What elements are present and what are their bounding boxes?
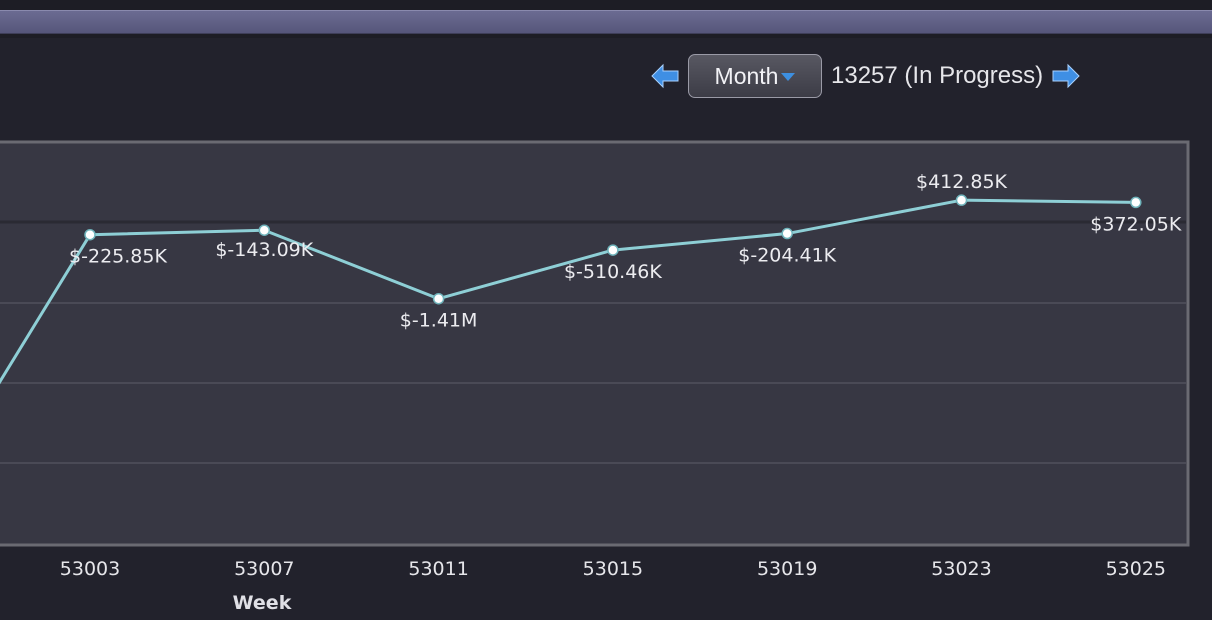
data-point[interactable] <box>955 194 968 206</box>
data-label: $412.85K <box>916 171 1008 193</box>
chart-marks: $-225.85K $-143.09K $-1.41M $-510.46K $-204.… <box>69 171 1182 332</box>
x-tick-label: 53015 <box>583 558 643 580</box>
series-line <box>0 198 1136 385</box>
chevron-down-icon <box>781 73 796 81</box>
data-label: $-510.46K <box>564 261 662 283</box>
period-navigator: Month 13257 (In Progress) <box>648 52 1083 100</box>
grid <box>0 220 1186 464</box>
data-point[interactable] <box>607 244 619 256</box>
arrow-right-icon[interactable] <box>1049 59 1083 93</box>
plot-area <box>0 140 1190 547</box>
data-label: $-204.41K <box>738 245 836 267</box>
x-axis-ticks: 53003 53007 53011 53015 53019 53023 53025 <box>60 558 1166 580</box>
data-label: $-143.09K <box>215 239 313 261</box>
x-tick-label: 53023 <box>931 558 991 580</box>
x-tick-label: 53003 <box>60 558 120 580</box>
data-point[interactable] <box>258 224 271 236</box>
period-label: 13257 (In Progress) <box>831 62 1044 89</box>
x-tick-label: 53011 <box>408 558 468 580</box>
data-point[interactable] <box>84 228 96 241</box>
data-label: $-225.85K <box>69 246 167 268</box>
window-title-bar <box>0 10 1212 34</box>
x-tick-label: 53019 <box>757 558 817 580</box>
period-select[interactable]: Month <box>688 54 822 98</box>
x-tick-label: 53007 <box>234 558 294 580</box>
x-axis-label: Week <box>233 592 292 614</box>
x-tick-label: 53025 <box>1106 558 1166 580</box>
data-point[interactable] <box>432 292 445 305</box>
data-label: $372.05K <box>1090 213 1182 235</box>
data-point[interactable] <box>781 227 793 240</box>
period-select-value: Month <box>714 62 779 89</box>
data-label: $-1.41M <box>400 310 478 332</box>
arrow-left-icon[interactable] <box>648 59 682 93</box>
data-point[interactable] <box>1130 196 1142 209</box>
